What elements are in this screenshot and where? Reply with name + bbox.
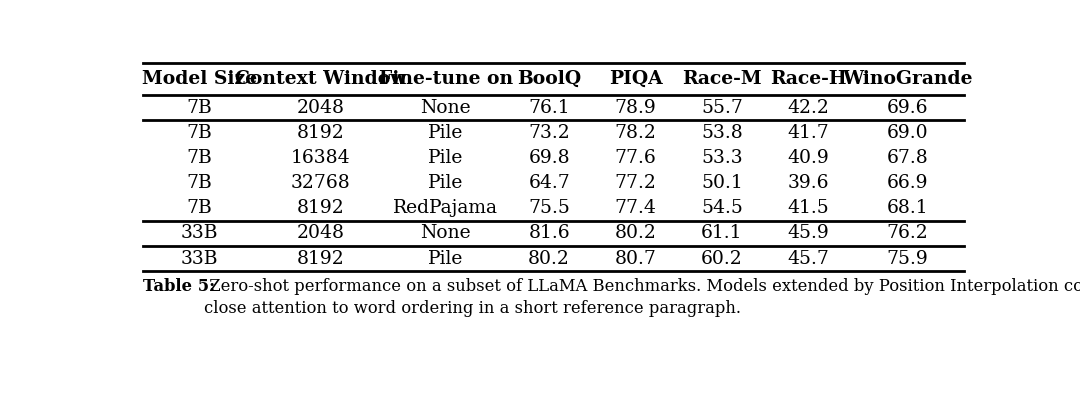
Text: 45.9: 45.9 (787, 224, 829, 242)
Text: 7B: 7B (187, 149, 213, 167)
Text: 42.2: 42.2 (787, 99, 829, 117)
Text: 64.7: 64.7 (528, 174, 570, 192)
Text: 41.7: 41.7 (787, 124, 829, 142)
Text: 80.7: 80.7 (615, 250, 657, 267)
Text: 7B: 7B (187, 99, 213, 117)
Text: 2048: 2048 (296, 224, 345, 242)
Text: 68.1: 68.1 (887, 199, 929, 217)
Text: Model Size: Model Size (141, 70, 257, 88)
Text: 76.1: 76.1 (528, 99, 570, 117)
Text: 2048: 2048 (296, 99, 345, 117)
Text: 80.2: 80.2 (615, 224, 657, 242)
Text: 53.3: 53.3 (701, 149, 743, 167)
Text: 8192: 8192 (297, 199, 345, 217)
Text: 78.2: 78.2 (615, 124, 657, 142)
Text: Pile: Pile (428, 124, 463, 142)
Text: PIQA: PIQA (609, 70, 662, 88)
Text: 77.2: 77.2 (615, 174, 657, 192)
Text: Context Window: Context Window (234, 70, 406, 88)
Text: 16384: 16384 (291, 149, 350, 167)
Text: 7B: 7B (187, 124, 213, 142)
Text: None: None (420, 224, 471, 242)
Text: 32768: 32768 (291, 174, 350, 192)
Text: RedPajama: RedPajama (393, 199, 498, 217)
Text: Pile: Pile (428, 250, 463, 267)
Text: 81.6: 81.6 (528, 224, 570, 242)
Text: None: None (420, 99, 471, 117)
Text: 75.9: 75.9 (887, 250, 929, 267)
Text: 73.2: 73.2 (528, 124, 570, 142)
Text: BoolQ: BoolQ (517, 70, 581, 88)
Text: 40.9: 40.9 (787, 149, 829, 167)
Text: 78.9: 78.9 (615, 99, 657, 117)
Text: 77.6: 77.6 (615, 149, 657, 167)
Text: Pile: Pile (428, 149, 463, 167)
Text: 53.8: 53.8 (701, 124, 743, 142)
Text: 8192: 8192 (297, 124, 345, 142)
Text: Race-H: Race-H (770, 70, 847, 88)
Text: WinoGrande: WinoGrande (842, 70, 973, 88)
Text: Race-M: Race-M (683, 70, 761, 88)
Text: 69.0: 69.0 (887, 124, 929, 142)
Text: 45.7: 45.7 (787, 250, 829, 267)
Text: 7B: 7B (187, 199, 213, 217)
Text: 50.1: 50.1 (701, 174, 743, 192)
Text: 67.8: 67.8 (887, 149, 929, 167)
Text: Table 5:: Table 5: (144, 278, 216, 295)
Text: 75.5: 75.5 (528, 199, 570, 217)
Text: 80.2: 80.2 (528, 250, 570, 267)
Text: 69.6: 69.6 (887, 99, 928, 117)
Text: 39.6: 39.6 (787, 174, 829, 192)
Text: 61.1: 61.1 (701, 224, 743, 242)
Text: 7B: 7B (187, 174, 213, 192)
Text: Fine-tune on: Fine-tune on (378, 70, 513, 88)
Text: 41.5: 41.5 (787, 199, 829, 217)
Text: 60.2: 60.2 (701, 250, 743, 267)
Text: 33B: 33B (180, 224, 218, 242)
Text: 33B: 33B (180, 250, 218, 267)
Text: 66.9: 66.9 (887, 174, 928, 192)
Text: Pile: Pile (428, 174, 463, 192)
Text: 77.4: 77.4 (615, 199, 657, 217)
Text: 8192: 8192 (297, 250, 345, 267)
Text: 55.7: 55.7 (701, 99, 743, 117)
Text: 69.8: 69.8 (528, 149, 570, 167)
Text: Zero-shot performance on a subset of LLaMA Benchmarks. Models extended by Positi: Zero-shot performance on a subset of LLa… (204, 278, 1080, 318)
Text: 54.5: 54.5 (701, 199, 743, 217)
Text: 76.2: 76.2 (887, 224, 929, 242)
